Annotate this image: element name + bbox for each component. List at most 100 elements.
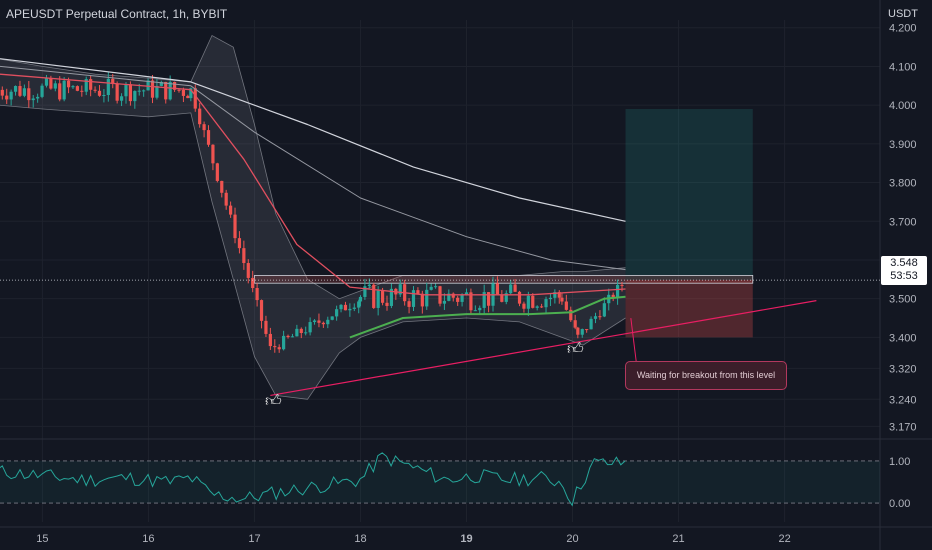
candle-body [564, 301, 568, 310]
candle-body [9, 91, 13, 100]
candle-body [407, 301, 411, 307]
candle-body [535, 306, 539, 308]
candle-body [198, 108, 202, 125]
candle-body [0, 89, 4, 96]
candle-body [589, 318, 593, 330]
candle-body [469, 292, 473, 311]
candle-body [620, 284, 624, 286]
candle-body [146, 80, 150, 91]
candle-body [290, 336, 295, 338]
candle-body [442, 300, 447, 304]
candle-body [317, 320, 321, 323]
time-tick-label: 22 [778, 533, 790, 545]
candle-body [193, 88, 197, 109]
candle-body [220, 180, 224, 193]
thumbs-up-icon: 👍︎ [265, 393, 282, 410]
candle-body [93, 89, 97, 91]
candle-body [560, 297, 564, 302]
candle-body [58, 83, 62, 100]
candle-body [372, 284, 376, 308]
candle-body [385, 302, 389, 306]
price-tick-label: 3.800 [889, 178, 917, 190]
sma-mid-line [0, 65, 626, 271]
chart-title: APEUSDT Perpetual Contract, 1h, BYBIT [6, 7, 228, 21]
target-zone [625, 109, 753, 281]
rsi-band-fill [0, 460, 880, 504]
candle-body [348, 308, 352, 311]
candle-body [164, 81, 168, 100]
candle-body [500, 294, 504, 302]
candle-body [264, 320, 268, 334]
candle-body [53, 83, 57, 89]
candle-body [84, 79, 88, 92]
candle-body [251, 277, 255, 289]
candle-body [215, 163, 219, 181]
candle-body [473, 310, 477, 312]
support-trendline [270, 300, 817, 397]
candle-body [233, 214, 237, 239]
candle-body [229, 205, 233, 215]
candle-body [352, 307, 356, 309]
rsi-line [0, 452, 626, 507]
candle-body [398, 284, 402, 295]
candle-body [339, 304, 343, 310]
candle-body [189, 88, 193, 99]
candle-body [49, 78, 53, 89]
candle-body [573, 320, 577, 328]
breakout-note[interactable]: Waiting for breakout from this level [625, 361, 787, 390]
candle-body [598, 316, 602, 318]
candle-body [380, 290, 385, 303]
candle-body [22, 88, 26, 96]
candle-body [89, 79, 93, 90]
bollinger-upper [0, 34, 626, 300]
candle-body [115, 83, 119, 101]
candle-body [429, 286, 433, 290]
candle-body [97, 90, 102, 96]
price-tick-label: 3.170 [889, 421, 917, 433]
candle-body [416, 290, 420, 294]
candle-body [425, 289, 429, 307]
candle-body [75, 86, 79, 91]
thumbs-up-icon: 👍︎ [567, 341, 584, 358]
price-tick-label: 4.000 [889, 100, 917, 112]
candle-body [71, 86, 75, 88]
callout-connector [630, 317, 637, 362]
candle-body [335, 309, 339, 317]
candle-body [367, 284, 371, 287]
ema-slow-line [0, 73, 626, 296]
candle-body [330, 316, 334, 320]
time-tick-label: 19 [460, 533, 472, 545]
price-tick-label: 3.500 [889, 294, 917, 306]
candle-body [186, 95, 190, 99]
time-tick-label: 16 [142, 533, 154, 545]
candle-body [495, 283, 500, 295]
time-tick-label: 15 [36, 533, 48, 545]
candle-body [433, 286, 438, 288]
candle-body [531, 295, 535, 308]
resistance-zone [254, 275, 754, 284]
candle-body [509, 284, 513, 294]
price-tick-label: 3.240 [889, 394, 917, 406]
candle-body [273, 346, 277, 348]
price-tick-label: 3.400 [889, 332, 917, 344]
candle-body [277, 347, 281, 350]
candle-body [553, 292, 557, 298]
candle-body [206, 130, 211, 145]
candle-body [5, 95, 9, 100]
currency-label: USDT [888, 8, 918, 20]
candle-body [478, 307, 482, 311]
candle-body [44, 78, 49, 86]
candle-body [18, 86, 22, 96]
candle-body [119, 96, 124, 101]
candle-body [526, 295, 530, 309]
price-tick-label: 3.700 [889, 216, 917, 228]
time-tick-label: 18 [354, 533, 366, 545]
candle-body [150, 80, 155, 98]
candle-body [159, 81, 163, 86]
candle-body [259, 300, 264, 321]
candle-body [593, 316, 598, 319]
candle-body [111, 78, 115, 84]
bollinger-band-fill [0, 35, 626, 400]
price-tick-label: 4.100 [889, 61, 917, 73]
